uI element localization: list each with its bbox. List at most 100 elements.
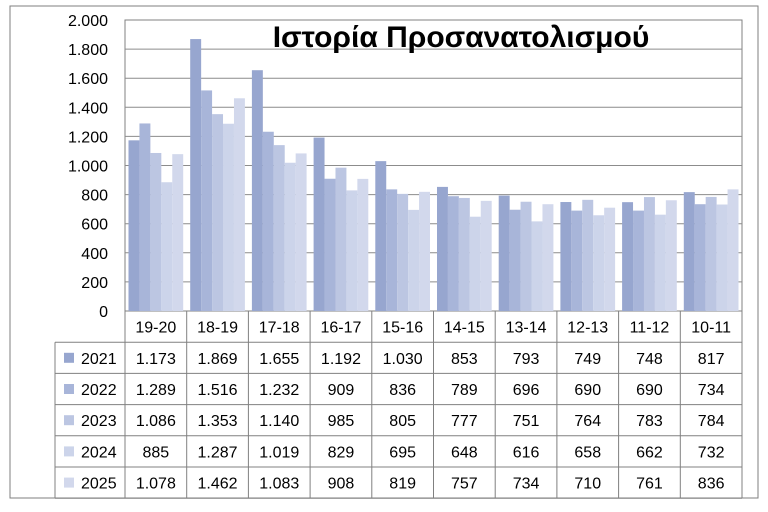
data-label: 748 (636, 351, 663, 368)
data-label: 732 (698, 444, 725, 461)
y-tick-label: 1.400 (68, 100, 108, 117)
x-tick-label: 18-19 (197, 320, 238, 337)
bar-2021-16-17 (313, 137, 325, 311)
bar-2025-15-16 (419, 191, 430, 311)
legend-label: 2022 (81, 382, 117, 399)
data-label: 908 (328, 476, 355, 493)
bar-2024-16-17 (346, 190, 358, 311)
chart-title: Ιστορία Προσανατολισμού (273, 21, 650, 54)
x-tick-label: 16-17 (320, 320, 361, 337)
bar-2023-10-11 (705, 196, 717, 311)
bar-2021-13-14 (498, 195, 510, 311)
y-axis: 0 200 400 600 800 1.000 1.200 1.400 1.600 1.800 2.… (68, 13, 108, 321)
y-tick-label: 600 (81, 217, 108, 234)
legend-swatch-2024 (64, 446, 74, 457)
bar-2021-14-15 (437, 186, 448, 311)
y-tick-label: 800 (81, 188, 108, 205)
bar-2022-11-12 (633, 210, 644, 311)
bar-2024-18-19 (223, 123, 234, 311)
data-label: 690 (574, 382, 601, 399)
legend-label: 2021 (81, 351, 117, 368)
data-label: 749 (574, 351, 601, 368)
bar-2024-13-14 (531, 221, 543, 311)
data-label: 789 (451, 382, 478, 399)
y-tick-label: 1.600 (68, 71, 108, 88)
data-label: 1.140 (259, 413, 299, 430)
bar-2022-14-15 (447, 196, 459, 311)
data-label: 783 (636, 413, 663, 430)
bar-2025-18-19 (233, 98, 245, 312)
data-label: 1.287 (198, 444, 238, 461)
legend-swatch-2025 (64, 477, 74, 488)
bar-2022-12-13 (571, 210, 583, 311)
x-tick-label: 11-12 (630, 320, 670, 337)
data-label: 1.078 (136, 476, 176, 493)
y-tick-label: 1.200 (68, 129, 108, 146)
data-label: 696 (513, 382, 540, 399)
data-label: 1.655 (259, 351, 299, 368)
data-label: 648 (451, 444, 478, 461)
bar-2023-13-14 (520, 201, 532, 311)
data-label: 764 (574, 413, 601, 430)
bar-2022-15-16 (386, 189, 398, 311)
bar-2024-19-20 (161, 182, 173, 311)
y-tick-label: 400 (81, 246, 108, 263)
data-label: 805 (389, 413, 416, 430)
bar-2024-17-18 (284, 162, 296, 311)
data-label: 885 (142, 444, 169, 461)
data-label: 909 (328, 382, 355, 399)
data-label: 1.353 (198, 413, 238, 430)
bar-2023-15-16 (397, 193, 409, 311)
bar-2021-15-16 (375, 161, 387, 311)
data-label: 1.086 (136, 413, 176, 430)
data-label: 751 (513, 413, 540, 430)
legend-swatch-2023 (64, 415, 74, 426)
data-label: 1.516 (198, 382, 238, 399)
data-label: 1.030 (383, 351, 423, 368)
y-tick-label: 1.800 (68, 42, 108, 59)
data-label: 662 (636, 444, 663, 461)
bars (128, 39, 739, 312)
bar-2021-17-18 (251, 70, 263, 311)
data-label: 1.192 (321, 351, 361, 368)
y-tick-label: 0 (99, 304, 108, 321)
data-label: 819 (389, 476, 416, 493)
bar-2023-18-19 (212, 114, 224, 312)
bar-2023-19-20 (150, 152, 162, 311)
legend-label: 2025 (81, 476, 117, 493)
bar-2025-10-11 (727, 189, 739, 311)
bar-2025-11-12 (665, 200, 677, 311)
data-label: 793 (513, 351, 540, 368)
bar-2022-10-11 (694, 204, 706, 311)
data-label: 1.289 (136, 382, 176, 399)
data-label: 1.869 (198, 351, 238, 368)
bar-2022-16-17 (324, 178, 336, 311)
bar-2024-12-13 (593, 215, 605, 311)
bar-2023-11-12 (643, 197, 655, 311)
bar-2023-16-17 (335, 167, 347, 311)
data-label: 690 (636, 382, 663, 399)
bar-2025-17-18 (295, 153, 307, 311)
x-tick-label: 17-18 (259, 320, 300, 337)
bar-2021-10-11 (683, 192, 695, 311)
bar-2024-14-15 (469, 216, 481, 311)
x-tick-label: 15-16 (382, 320, 423, 337)
data-label: 757 (451, 476, 478, 493)
data-label: 853 (451, 351, 478, 368)
bar-2021-19-20 (128, 140, 140, 311)
data-label: 817 (698, 351, 725, 368)
bar-2024-10-11 (716, 204, 728, 311)
data-label: 1.462 (198, 476, 238, 493)
data-label: 616 (513, 444, 540, 461)
bar-2025-19-20 (172, 154, 184, 311)
x-tick-label: 13-14 (506, 320, 547, 337)
data-label: 1.173 (136, 351, 176, 368)
bar-2022-13-14 (509, 209, 521, 311)
y-tick-label: 1.000 (68, 159, 108, 176)
legend-swatch-2021 (64, 352, 74, 363)
data-table: 19-20 18-19 17-18 16-17 15-16 14-15 13-14 12-13… (54, 311, 743, 499)
bar-2023-17-18 (273, 145, 285, 311)
data-label: 829 (328, 444, 355, 461)
bar-2021-12-13 (560, 202, 572, 311)
